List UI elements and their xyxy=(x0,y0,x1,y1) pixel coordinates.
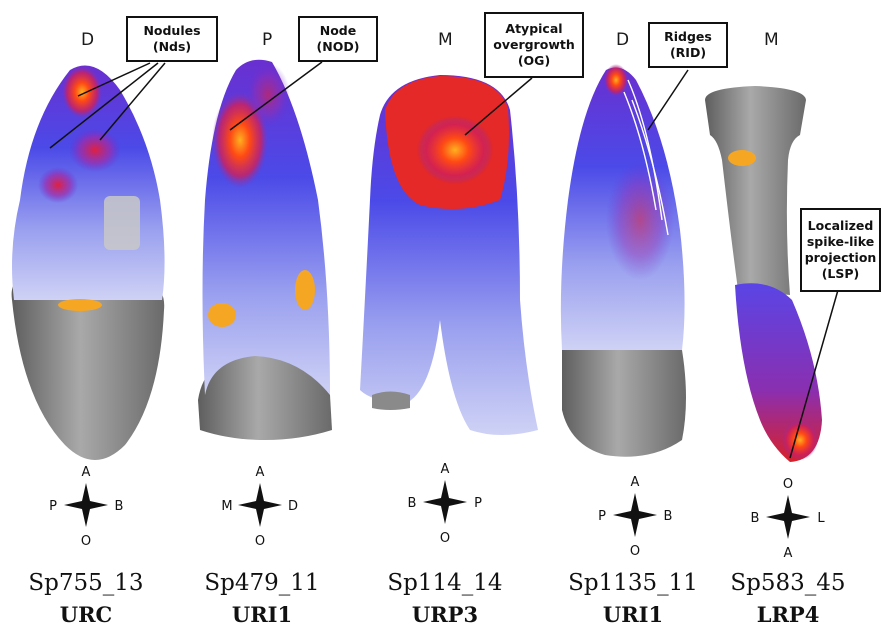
compass-top: A xyxy=(256,465,265,480)
compass-top: O xyxy=(783,477,793,492)
specimen-id-5: Sp583_45 xyxy=(730,570,846,596)
orientation-compass-2: A M D O xyxy=(221,465,298,549)
compass-top: A xyxy=(441,462,450,477)
compass-bottom: O xyxy=(630,544,640,559)
specimen-id-3: Sp114_14 xyxy=(387,570,503,596)
orientation-compass-4: A P B O xyxy=(598,475,672,559)
compass-right: D xyxy=(288,499,298,514)
specimen-id-4: Sp1135_11 xyxy=(568,570,698,596)
callout-ridges: Ridges (RID) xyxy=(648,22,728,68)
orientation-compass-1: A P B O xyxy=(49,465,123,549)
compass-left: M xyxy=(221,499,232,514)
callout-node: Node (NOD) xyxy=(298,16,378,62)
tooth-model-1 xyxy=(11,65,165,460)
tooth-type-4: URI1 xyxy=(602,602,664,627)
orientation-label-2: P xyxy=(262,30,273,50)
compass-left: P xyxy=(49,499,57,514)
compass-top: A xyxy=(631,475,640,490)
orientation-label-5: M xyxy=(764,30,779,50)
orientation-label-3: M xyxy=(438,30,453,50)
compass-left: B xyxy=(751,511,760,526)
compass-top: A xyxy=(82,465,91,480)
compass-right: P xyxy=(474,496,482,511)
compass-bottom: O xyxy=(255,534,265,549)
compass-left: B xyxy=(408,496,417,511)
callout-spike: Localized spike-like projection (LSP) xyxy=(800,208,881,292)
compass-bottom: A xyxy=(784,546,793,561)
specimen-id-2: Sp479_11 xyxy=(204,570,320,596)
compass-left: P xyxy=(598,509,606,524)
compass-bottom: O xyxy=(440,531,450,546)
tooth-type-3: URP3 xyxy=(411,602,479,627)
orientation-label-4: D xyxy=(616,30,630,50)
compass-bottom: O xyxy=(81,534,91,549)
compass-right: B xyxy=(664,509,673,524)
callout-overgrowth: Atypical overgrowth (OG) xyxy=(484,12,584,78)
tooth-model-4 xyxy=(560,64,686,457)
callout-leaders xyxy=(49,61,839,459)
compass-right: B xyxy=(115,499,124,514)
specimen-id-1: Sp755_13 xyxy=(28,570,144,596)
orientation-compass-5: O B L A xyxy=(751,477,826,561)
compass-right: L xyxy=(817,511,825,526)
tooth-type-5: LRP4 xyxy=(756,602,820,627)
tooth-type-1: URC xyxy=(59,602,113,627)
callout-nodules: Nodules (Nds) xyxy=(126,16,218,62)
tooth-model-5 xyxy=(705,86,822,462)
orientation-compass-3: A B P O xyxy=(408,462,483,546)
tooth-type-2: URI1 xyxy=(231,602,293,627)
tooth-model-2 xyxy=(198,59,332,440)
orientation-label-1: D xyxy=(81,30,95,50)
tooth-model-3 xyxy=(360,75,538,435)
